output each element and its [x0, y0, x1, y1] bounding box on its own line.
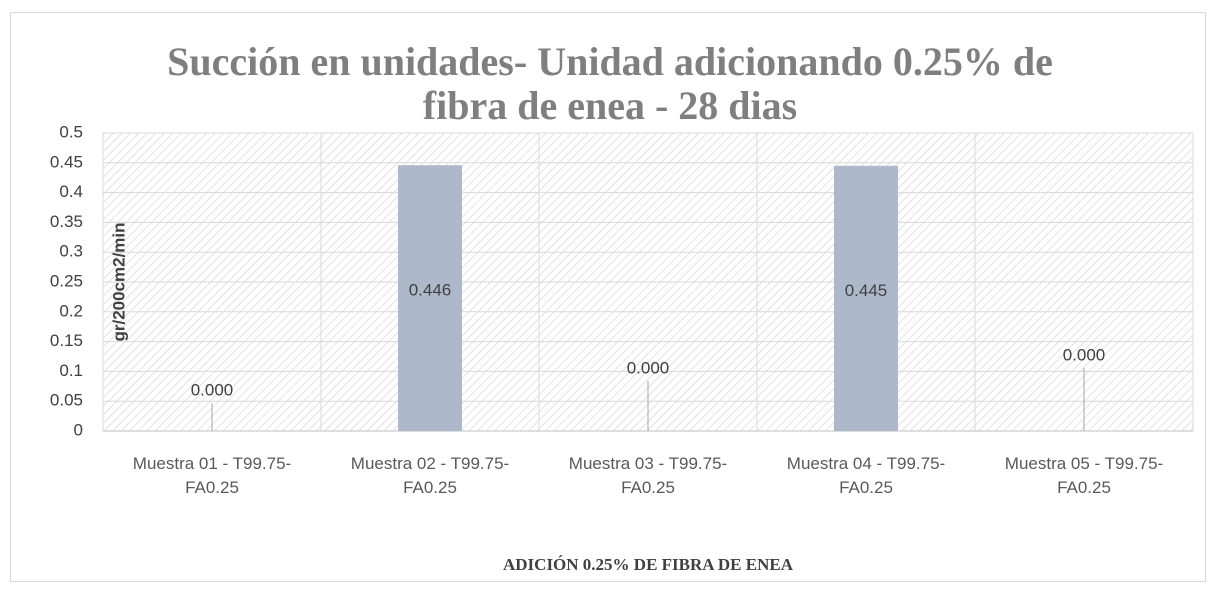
x-axis-label: ADICIÓN 0.25% DE FIBRA DE ENEA — [503, 555, 793, 574]
data-label: 0.445 — [845, 281, 888, 300]
y-tick-label: 0.45 — [50, 152, 83, 171]
y-tick-label: 0.4 — [59, 182, 83, 201]
chart-title: Succión en unidades- Unidad adicionando … — [167, 39, 1053, 128]
y-tick-label: 0 — [74, 420, 83, 439]
y-tick-label: 0.3 — [59, 242, 83, 261]
data-label: 0.446 — [409, 281, 452, 300]
x-tick-label: Muestra 03 - T99.75-FA0.25 — [568, 454, 728, 497]
bar — [834, 165, 898, 431]
data-label: 0.000 — [1063, 345, 1106, 364]
data-label: 0.000 — [191, 380, 234, 399]
y-tick-label: 0.15 — [50, 331, 83, 350]
y-tick-label: 0.35 — [50, 212, 83, 231]
data-label: 0.000 — [627, 358, 670, 377]
y-axis-label: gr/200cm2/min — [109, 222, 128, 341]
y-tick-label: 0.5 — [59, 122, 83, 141]
y-tick-label: 0.1 — [59, 361, 83, 380]
x-tick-label: Muestra 05 - T99.75-FA0.25 — [1004, 454, 1164, 497]
chart-frame — [10, 12, 1206, 582]
bar — [398, 165, 462, 431]
x-tick-label: Muestra 01 - T99.75-FA0.25 — [132, 454, 292, 497]
x-tick-label: Muestra 02 - T99.75-FA0.25 — [350, 454, 510, 497]
y-tick-label: 0.25 — [50, 271, 83, 290]
y-tick-label: 0.2 — [59, 301, 83, 320]
y-tick-label: 0.05 — [50, 391, 83, 410]
x-tick-label: Muestra 04 - T99.75-FA0.25 — [786, 454, 946, 497]
